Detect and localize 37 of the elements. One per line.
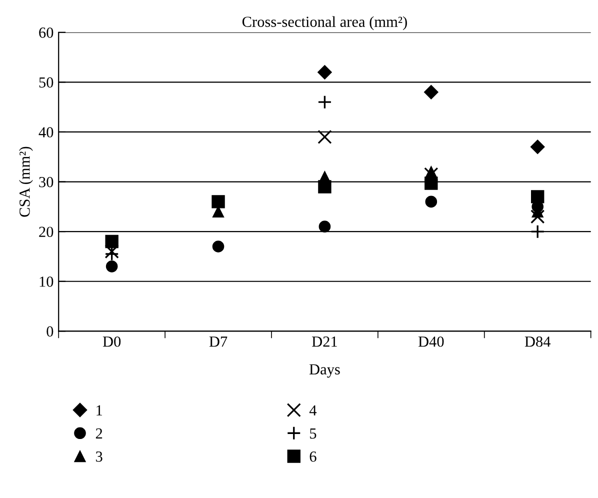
y-axis-title: CSA (mm²) — [19, 146, 33, 217]
x-tick-label: D0 — [102, 336, 121, 347]
y-tick-label: 20 — [39, 226, 54, 238]
y-tick-label: 10 — [40, 276, 54, 287]
point — [530, 140, 545, 154]
point — [424, 84, 438, 100]
chart-title: Cross-sectional area (mm²) — [242, 16, 407, 30]
point — [425, 196, 438, 208]
x-tick-label: D40 — [418, 336, 444, 347]
x-tick-label: D84 — [524, 336, 551, 347]
legend-label: 2 — [96, 428, 102, 438]
point — [317, 64, 332, 80]
point — [212, 195, 225, 208]
y-tick-label: 60 — [39, 28, 54, 38]
y-tick-label: 30 — [39, 176, 54, 188]
point — [212, 240, 224, 252]
point — [530, 210, 545, 224]
x-tick-label: D7 — [209, 336, 228, 347]
legend-label: 5 — [310, 428, 316, 439]
y-tick-label: 50 — [39, 77, 54, 88]
legend-label: 1 — [96, 405, 102, 416]
point — [105, 234, 118, 248]
legend-label: 4 — [309, 405, 317, 416]
legend-label: 6 — [310, 451, 316, 462]
point — [106, 260, 118, 272]
point — [318, 180, 332, 194]
legend-label: 3 — [96, 451, 102, 462]
point — [318, 130, 332, 144]
point — [531, 190, 544, 204]
y-tick-label: 0 — [46, 326, 54, 337]
x-tick-label: D21 — [312, 336, 337, 347]
x-axis-title: Days — [309, 364, 340, 378]
y-tick-label: 40 — [38, 127, 54, 138]
point — [424, 176, 438, 190]
point — [318, 220, 331, 232]
point — [104, 246, 119, 262]
point — [318, 95, 332, 110]
